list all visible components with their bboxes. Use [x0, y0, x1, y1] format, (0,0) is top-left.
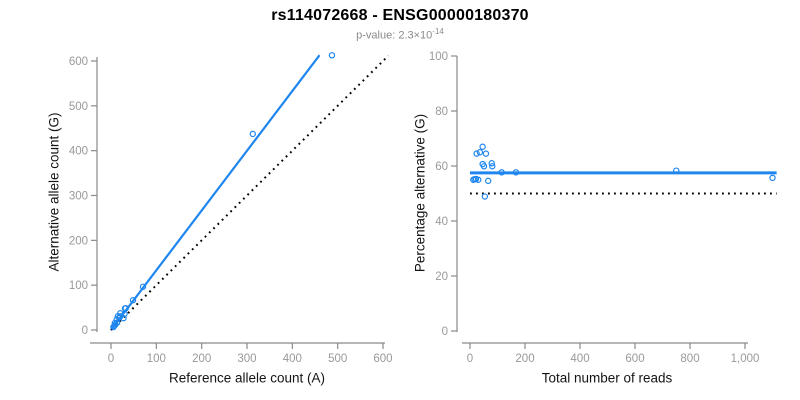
- left-x-axis-title: Reference allele count (A): [168, 370, 326, 386]
- x-tick-label: 100: [147, 353, 166, 365]
- x-tick-label: 0: [467, 353, 473, 365]
- y-tick-label: 60: [435, 161, 448, 173]
- y-tick-label: 100: [69, 280, 88, 292]
- x-tick-label: 400: [283, 353, 302, 365]
- data-point: [117, 310, 124, 317]
- y-tick-label: 20: [435, 271, 448, 283]
- data-point: [139, 283, 147, 290]
- pvalue-subtitle: p-value: 2.3×10-14: [0, 27, 800, 42]
- y-tick-label: 40: [435, 216, 448, 228]
- x-tick-label: 600: [625, 353, 644, 365]
- left-y-axis-title: Alternative allele count (G): [46, 112, 62, 272]
- y-tick-label: 600: [69, 56, 88, 68]
- x-tick-label: 0: [108, 353, 114, 365]
- plot-panel-left: 0 100 200 300 400 500 600 0 100 200 300 400 500 600: [69, 52, 393, 365]
- y-tick-label: 200: [69, 235, 88, 247]
- data-point: [473, 150, 480, 157]
- page-title: rs114072668 - ENSG00000180370: [271, 7, 529, 24]
- data-point: [673, 167, 680, 174]
- x-tick-label: 400: [570, 353, 589, 365]
- data-point: [122, 305, 129, 312]
- right-x-axis-title: Total number of reads: [541, 370, 673, 386]
- data-point: [129, 297, 137, 304]
- plot-panel-right: 0 200 400 600 800 1,000 0 20 40 60 80 100: [429, 51, 777, 365]
- y-tick-label: 400: [69, 146, 88, 158]
- data-point: [249, 130, 257, 138]
- x-tick-label: 200: [192, 353, 211, 365]
- data-point: [481, 193, 489, 200]
- data-point: [482, 150, 490, 157]
- data-point: [475, 176, 482, 183]
- data-point: [328, 52, 336, 59]
- pvalue-text: p-value: 2.3×10: [356, 29, 433, 42]
- y-tick-label: 100: [429, 51, 448, 63]
- x-tick-label: 600: [373, 353, 392, 365]
- data-point: [488, 160, 495, 167]
- data-point: [120, 314, 127, 322]
- y-tick-label: 0: [82, 325, 88, 337]
- data-point: [512, 169, 520, 176]
- y-tick-label: 80: [435, 106, 448, 118]
- x-tick-label: 1,000: [731, 353, 760, 365]
- data-point: [476, 149, 484, 156]
- x-tick-label: 200: [515, 353, 534, 365]
- x-tick-label: 800: [680, 353, 699, 365]
- identity-line: [110, 54, 390, 331]
- right-y-axis-title: Percentage alternative (G): [412, 113, 428, 273]
- x-tick-label: 300: [237, 353, 256, 365]
- y-tick-label: 0: [442, 326, 448, 338]
- data-point: [769, 174, 776, 182]
- data-point: [484, 177, 492, 185]
- x-tick-label: 500: [328, 353, 347, 365]
- data-point: [498, 169, 505, 176]
- pvalue-exponent: -14: [432, 27, 444, 36]
- data-point: [479, 143, 486, 150]
- data-point: [480, 163, 488, 170]
- data-point: [121, 310, 128, 318]
- data-point: [489, 163, 496, 170]
- y-tick-label: 500: [69, 101, 88, 113]
- y-tick-label: 300: [69, 191, 88, 203]
- regression-line: [110, 54, 321, 331]
- data-point: [116, 314, 123, 321]
